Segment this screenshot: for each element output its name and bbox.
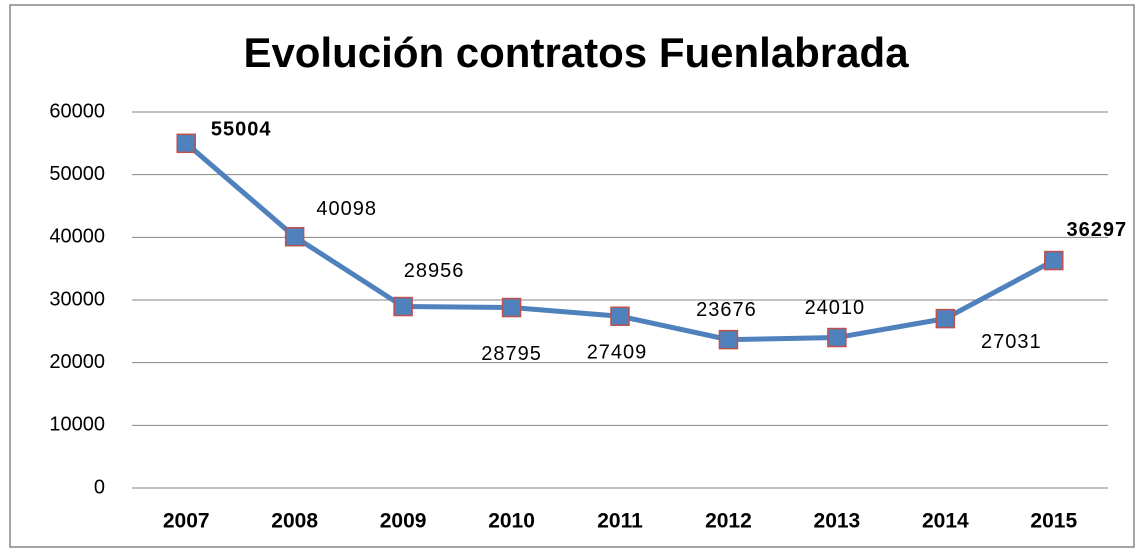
marker [610, 306, 630, 326]
x-tick-label: 2013 [814, 510, 861, 533]
x-tick-label: 2007 [163, 510, 210, 533]
marker [501, 297, 522, 318]
marker [284, 226, 305, 247]
x-tick-label: 2011 [597, 510, 643, 533]
marker [827, 327, 847, 348]
data-label: 27409 [587, 342, 648, 364]
x-tick-label: 2008 [271, 510, 318, 533]
data-label: 23676 [696, 299, 757, 321]
data-label: 36297 [1066, 219, 1127, 241]
x-tick-label: 2014 [922, 510, 969, 533]
marker [176, 133, 196, 154]
y-tick-label: 40000 [49, 226, 105, 248]
x-tick-label: 2015 [1030, 510, 1077, 533]
chart-title: Evolución contratos Fuenlabrada [243, 29, 909, 76]
x-tick-label: 2009 [380, 510, 427, 533]
y-tick-label: 50000 [49, 163, 105, 185]
y-tick-label: 10000 [49, 414, 105, 436]
y-tick-label: 20000 [49, 351, 105, 373]
x-tick-label: 2012 [705, 510, 752, 533]
data-label: 24010 [805, 297, 866, 319]
y-tick-label: 0 [94, 476, 105, 498]
x-tick-label: 2010 [488, 510, 535, 533]
marker [935, 308, 956, 329]
chart-border [9, 4, 1135, 548]
data-label: 28795 [481, 343, 542, 365]
data-label: 27031 [981, 331, 1042, 353]
data-label: 28956 [404, 260, 465, 282]
marker [393, 296, 413, 317]
y-tick-label: 30000 [49, 288, 105, 310]
marker [1044, 250, 1064, 271]
y-tick-label: 60000 [49, 100, 105, 122]
data-label: 40098 [316, 198, 377, 220]
data-label: 55004 [211, 119, 272, 141]
marker [718, 329, 739, 350]
